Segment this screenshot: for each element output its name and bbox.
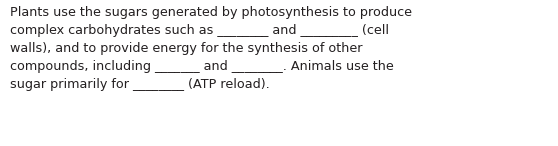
Text: Plants use the sugars generated by photosynthesis to produce
complex carbohydrat: Plants use the sugars generated by photo…	[10, 6, 412, 91]
